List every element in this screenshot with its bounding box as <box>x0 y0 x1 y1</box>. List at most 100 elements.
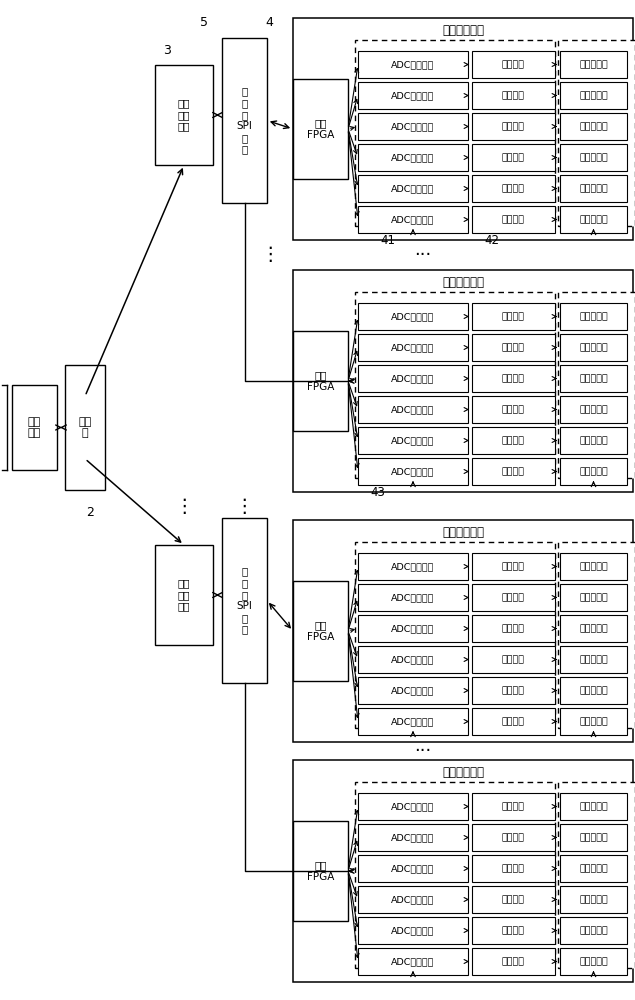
Bar <box>560 615 627 642</box>
Text: 调理电路: 调理电路 <box>502 343 525 352</box>
Bar <box>560 51 627 78</box>
Text: 42: 42 <box>485 234 500 247</box>
Text: 传感器模块: 传感器模块 <box>579 833 608 842</box>
Text: 调理电路: 调理电路 <box>502 467 525 476</box>
Text: 第一
FPGA: 第一 FPGA <box>307 860 334 882</box>
Bar <box>560 144 627 171</box>
Bar <box>472 303 555 330</box>
Text: 采集控制单元: 采集控制单元 <box>442 24 484 37</box>
Text: 传感器模块: 传感器模块 <box>579 467 608 476</box>
Text: ADC采集通道: ADC采集通道 <box>391 864 435 873</box>
Text: ⋮: ⋮ <box>235 496 254 516</box>
Text: 调理电路: 调理电路 <box>502 802 525 811</box>
Text: 调理电路: 调理电路 <box>502 562 525 571</box>
Bar <box>472 51 555 78</box>
Bar <box>472 886 555 913</box>
Text: 传感器模块: 传感器模块 <box>579 864 608 873</box>
Bar <box>472 144 555 171</box>
Text: 传感器模块: 传感器模块 <box>579 686 608 695</box>
Bar <box>560 175 627 202</box>
Text: ADC采集通道: ADC采集通道 <box>391 593 435 602</box>
Text: 调理电路: 调理电路 <box>502 122 525 131</box>
Text: ⋮: ⋮ <box>174 496 194 516</box>
Bar <box>560 855 627 882</box>
Text: ADC采集通道: ADC采集通道 <box>391 624 435 633</box>
Bar <box>560 824 627 851</box>
Text: 调理电路: 调理电路 <box>502 593 525 602</box>
Text: ADC采集通道: ADC采集通道 <box>391 833 435 842</box>
Text: 采集控制单元: 采集控制单元 <box>442 526 484 540</box>
Text: ADC采集通道: ADC采集通道 <box>391 60 435 69</box>
Text: 传感器模块: 传感器模块 <box>579 343 608 352</box>
Bar <box>358 886 468 913</box>
Text: ADC采集通道: ADC采集通道 <box>391 895 435 904</box>
Text: ADC采集通道: ADC采集通道 <box>391 655 435 664</box>
Bar <box>472 82 555 109</box>
Text: 传感器模块: 传感器模块 <box>579 802 608 811</box>
Text: ADC采集通道: ADC采集通道 <box>391 343 435 352</box>
Bar <box>560 917 627 944</box>
Bar <box>358 365 468 392</box>
Text: 调理电路: 调理电路 <box>502 717 525 726</box>
Text: 多
通
道
SPI
总
线: 多 通 道 SPI 总 线 <box>237 87 253 154</box>
Bar <box>358 334 468 361</box>
Text: 调理电路: 调理电路 <box>502 60 525 69</box>
Text: 第一
FPGA: 第一 FPGA <box>307 118 334 140</box>
Text: 调理电路: 调理电路 <box>502 895 525 904</box>
Bar <box>472 677 555 704</box>
Text: 调理电路: 调理电路 <box>502 153 525 162</box>
Text: ···: ··· <box>415 246 432 264</box>
Bar <box>293 520 633 742</box>
Text: ADC采集通道: ADC采集通道 <box>391 717 435 726</box>
Bar <box>560 82 627 109</box>
Bar <box>358 708 468 735</box>
Text: 上位
主机: 上位 主机 <box>28 417 41 438</box>
Bar <box>558 292 635 478</box>
Bar <box>358 396 468 423</box>
Bar <box>560 396 627 423</box>
Text: 多
通
道
SPI
总
线: 多 通 道 SPI 总 线 <box>237 566 253 635</box>
Text: 3: 3 <box>163 44 171 57</box>
Text: 5: 5 <box>200 16 208 29</box>
Text: 传感器模块: 传感器模块 <box>579 717 608 726</box>
Bar <box>358 553 468 580</box>
Bar <box>560 708 627 735</box>
Bar <box>65 365 105 490</box>
Bar <box>472 855 555 882</box>
Text: 调理电路: 调理电路 <box>502 374 525 383</box>
Text: 调理电路: 调理电路 <box>502 312 525 321</box>
Bar <box>358 855 468 882</box>
Bar <box>560 206 627 233</box>
Bar <box>358 175 468 202</box>
Text: ADC采集通道: ADC采集通道 <box>391 184 435 193</box>
Text: 41: 41 <box>380 234 396 247</box>
Text: ADC采集通道: ADC采集通道 <box>391 91 435 100</box>
Text: 调理电路: 调理电路 <box>502 184 525 193</box>
Text: ADC采集通道: ADC采集通道 <box>391 686 435 695</box>
Bar <box>358 458 468 485</box>
Bar <box>293 760 633 982</box>
Text: 4: 4 <box>265 16 274 29</box>
Bar <box>358 948 468 975</box>
Text: 传感器模块: 传感器模块 <box>579 215 608 224</box>
Text: 传感器模块: 传感器模块 <box>579 926 608 935</box>
Text: 交换
机: 交换 机 <box>78 417 91 438</box>
Text: ADC采集通道: ADC采集通道 <box>391 312 435 321</box>
Bar <box>560 303 627 330</box>
Bar <box>472 334 555 361</box>
Text: ADC采集通道: ADC采集通道 <box>391 153 435 162</box>
Bar <box>358 427 468 454</box>
Bar <box>358 917 468 944</box>
Text: 调理电路: 调理电路 <box>502 957 525 966</box>
Bar <box>472 206 555 233</box>
Bar <box>558 40 635 226</box>
Bar <box>560 458 627 485</box>
Text: 传感器模块: 传感器模块 <box>579 895 608 904</box>
Bar <box>358 82 468 109</box>
Text: 第一
FPGA: 第一 FPGA <box>307 370 334 392</box>
Bar <box>293 18 633 240</box>
Text: 调理电路: 调理电路 <box>502 686 525 695</box>
Text: 传感器模块: 传感器模块 <box>579 624 608 633</box>
Bar <box>472 824 555 851</box>
Text: ⋮: ⋮ <box>260 245 280 264</box>
